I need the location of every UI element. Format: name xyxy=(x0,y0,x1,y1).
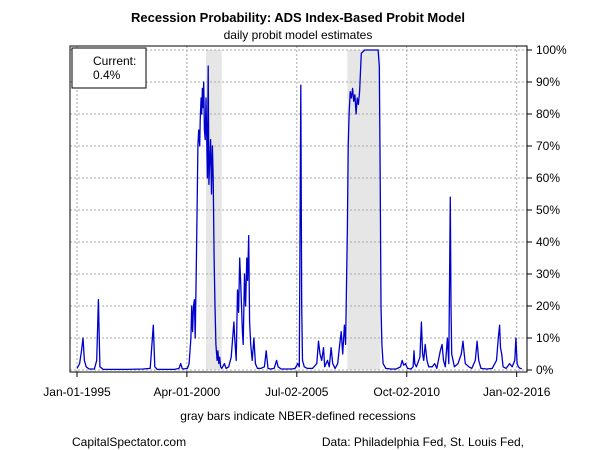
y-tick-label: 100% xyxy=(536,43,567,57)
y-tick-label: 60% xyxy=(536,171,560,185)
y-tick-label: 40% xyxy=(536,235,560,249)
chart-title: Recession Probability: ADS Index-Based P… xyxy=(131,10,465,25)
plot-frame xyxy=(69,45,528,373)
footer-data-credit: Data: Philadelphia Fed, St. Louis Fed, xyxy=(322,435,524,449)
legend-label: Current: xyxy=(93,54,136,68)
y-axis: 0% 10% 20% 30% 40% 50% 60% 70% 80% 90% 100% xyxy=(527,43,567,377)
y-tick-label: 70% xyxy=(536,139,560,153)
y-tick-label: 20% xyxy=(536,299,560,313)
x-axis-note: gray bars indicate NBER-defined recessio… xyxy=(180,409,415,423)
x-tick-label: Jan-01-1995 xyxy=(43,385,111,399)
legend-value: 0.4% xyxy=(93,68,121,82)
y-tick-label: 0% xyxy=(536,363,554,377)
gridlines xyxy=(70,46,527,372)
legend-frame xyxy=(71,47,147,89)
x-tick-label: Jan-02-2016 xyxy=(483,385,551,399)
y-tick-label: 90% xyxy=(536,75,560,89)
y-tick-label: 10% xyxy=(536,331,560,345)
y-tick-label: 50% xyxy=(536,203,560,217)
x-axis: Jan-01-1995 Apr-01-2000 Jul-02-2005 Oct-02-… xyxy=(43,372,551,399)
legend-box: Current: 0.4% xyxy=(71,47,147,89)
series-layer xyxy=(76,49,522,371)
y-tick-label: 80% xyxy=(536,107,560,121)
chart-subtitle: daily probit model estimates xyxy=(224,28,373,42)
x-tick-label: Apr-01-2000 xyxy=(154,385,221,399)
series-line xyxy=(76,49,522,371)
x-tick-label: Jul-02-2005 xyxy=(265,385,329,399)
x-tick-label: Oct-02-2010 xyxy=(373,385,440,399)
y-tick-label: 30% xyxy=(536,267,560,281)
footer-source-site: CapitalSpectator.com xyxy=(72,435,186,449)
